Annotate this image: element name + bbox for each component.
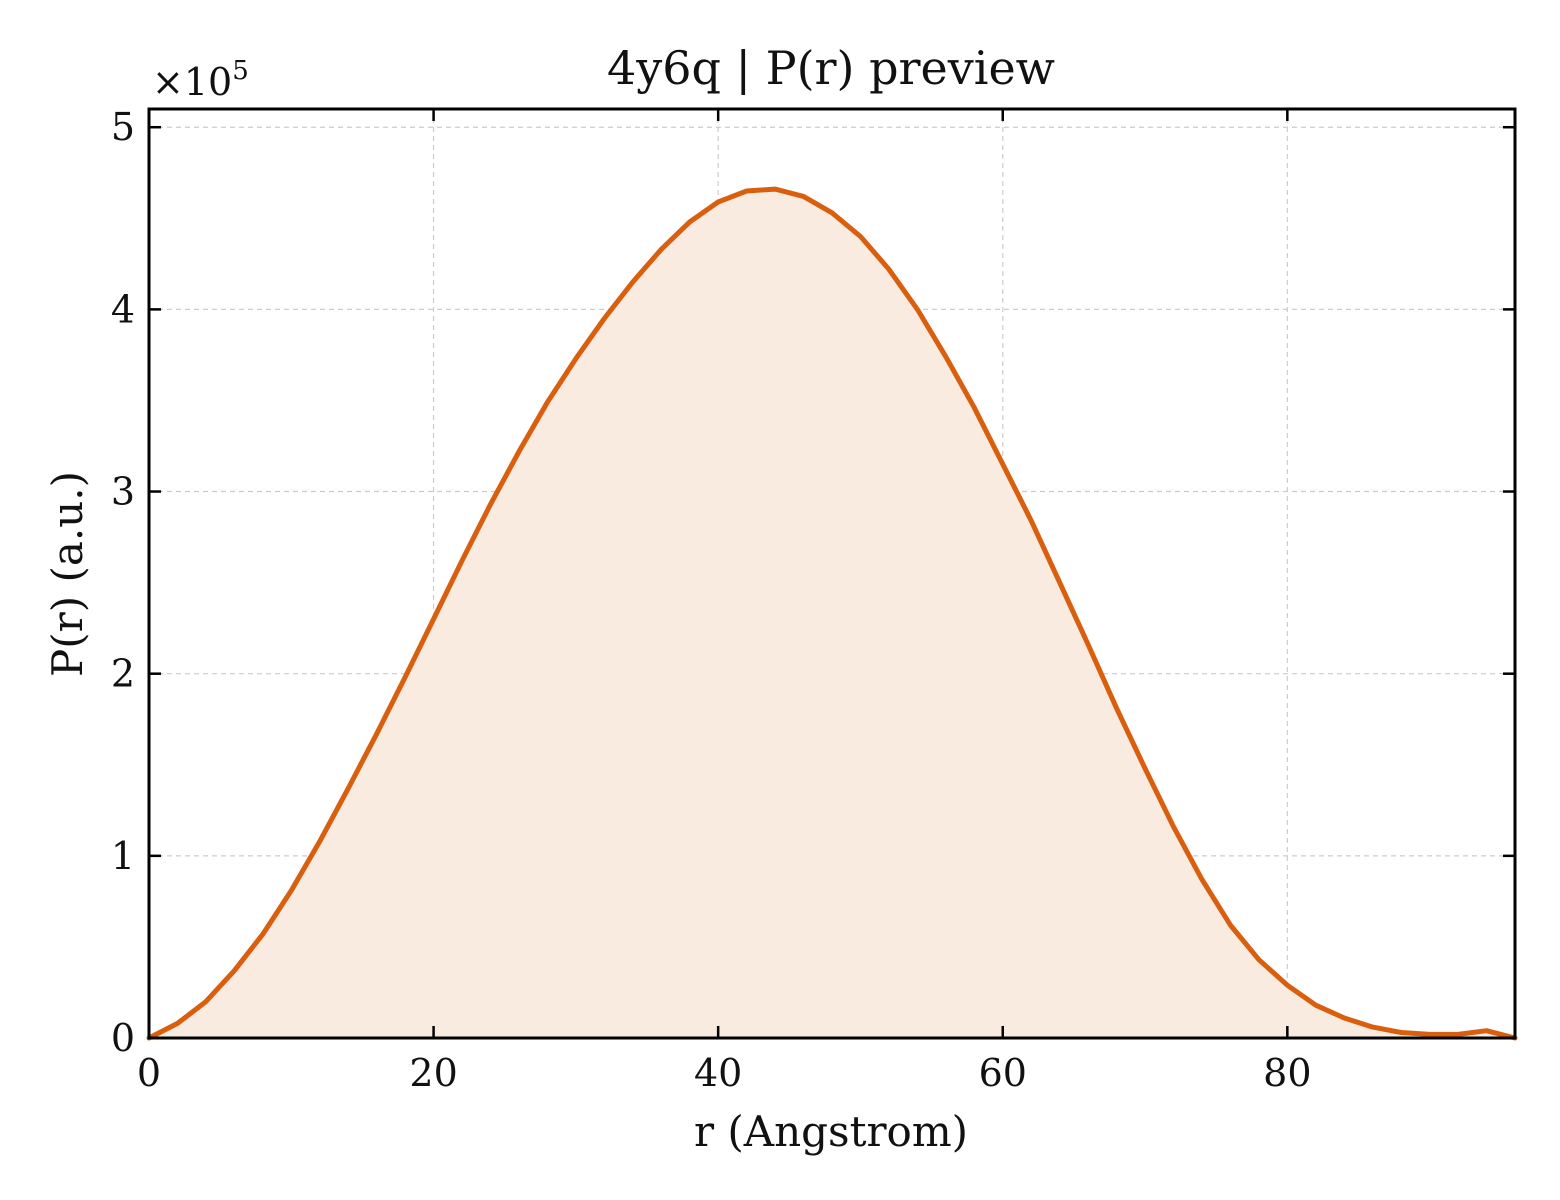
y-multiplier-base: ×10 <box>152 60 232 104</box>
y-tick-label: 5 <box>111 105 135 149</box>
series-line <box>146 186 1518 1041</box>
x-tick-label: 0 <box>137 1051 161 1095</box>
ticks: 0 20 40 60 80 0 1 2 3 4 5 <box>111 105 1515 1095</box>
y-tick-label: 4 <box>111 287 135 331</box>
x-tick-label: 40 <box>694 1051 742 1095</box>
y-multiplier: ×105 <box>152 56 249 104</box>
y-tick-label: 0 <box>111 1016 135 1060</box>
x-axis-label: r (Angstrom) <box>694 1107 968 1156</box>
y-tick-label: 3 <box>111 470 135 514</box>
y-tick-label: 2 <box>111 652 135 696</box>
area-fill <box>149 189 1515 1039</box>
x-tick-label: 20 <box>409 1051 457 1095</box>
y-tick-label: 1 <box>111 834 135 878</box>
x-tick-label: 80 <box>1263 1051 1311 1095</box>
y-multiplier-exponent: 5 <box>232 56 249 86</box>
chart-title: 4y6q | P(r) preview <box>607 41 1055 95</box>
plot-frame <box>147 107 1517 1040</box>
x-tick-label: 60 <box>979 1051 1027 1095</box>
y-axis-label: P(r) (a.u.) <box>43 471 92 677</box>
